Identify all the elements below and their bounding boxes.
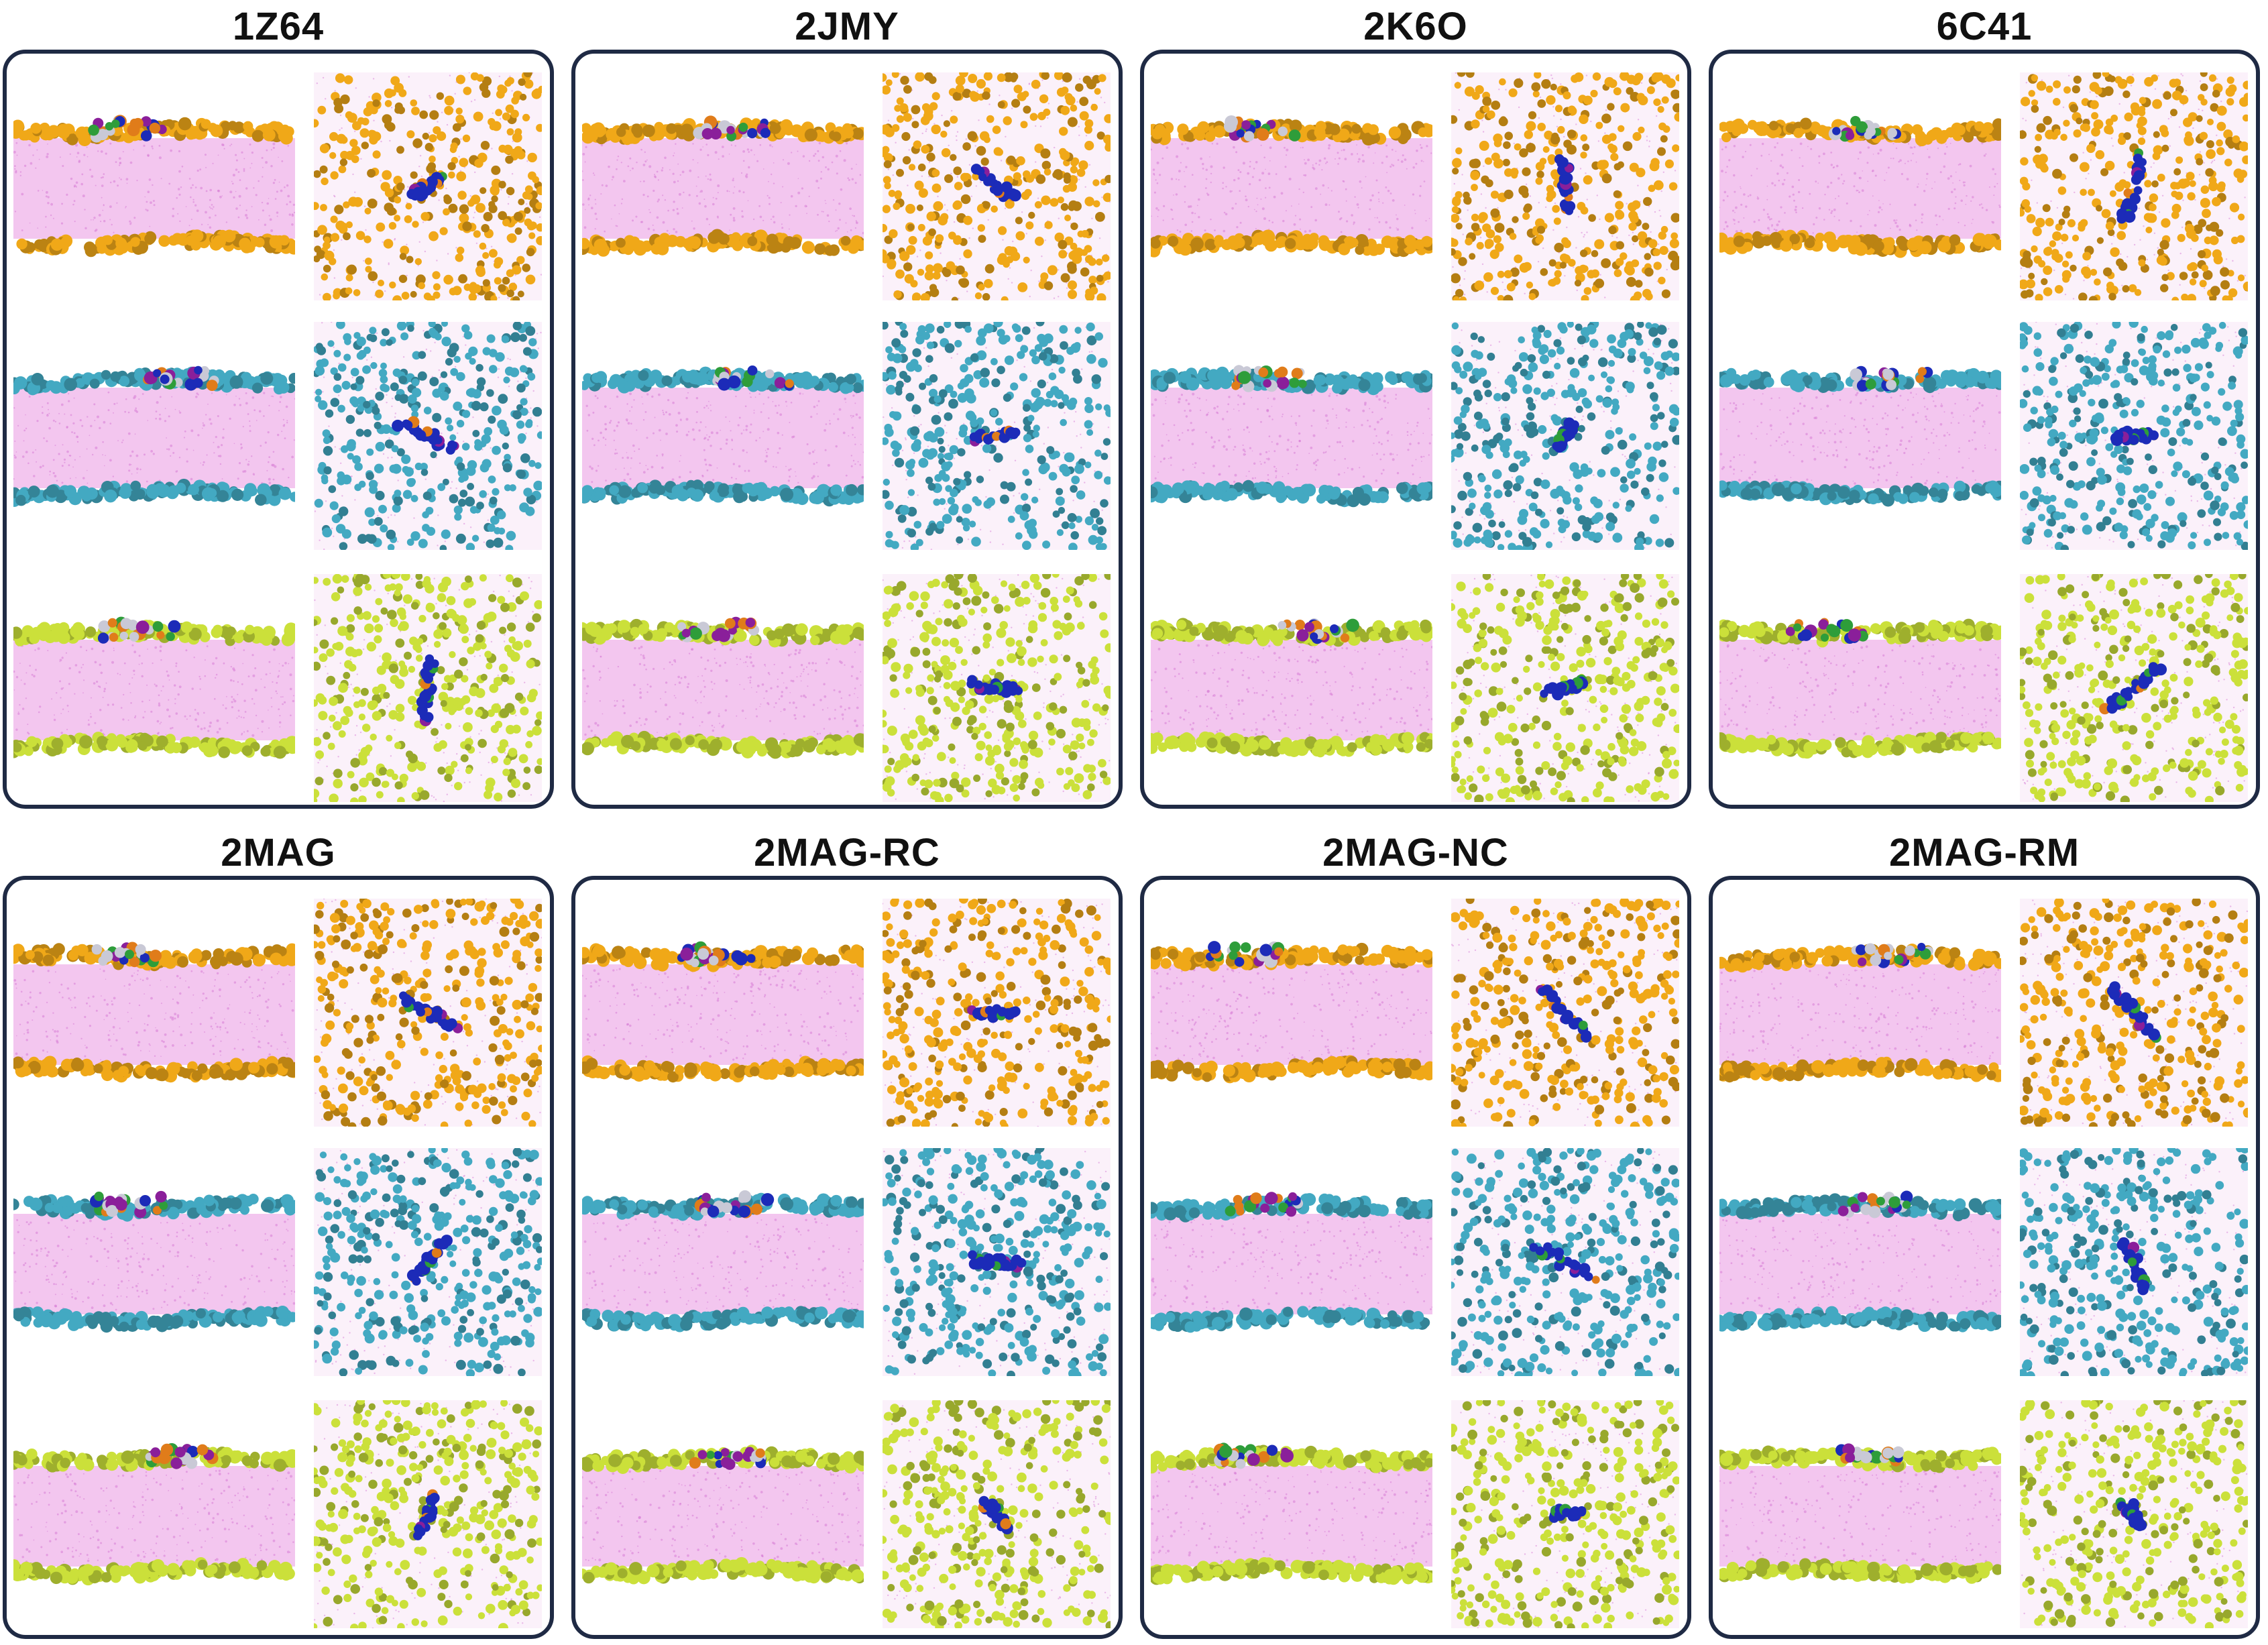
panel-2jmy xyxy=(571,50,1123,809)
top-view-orange-membrane xyxy=(2020,899,2248,1127)
side-view-lime-membrane xyxy=(13,616,295,759)
side-view-teal-membrane xyxy=(1719,365,2001,507)
top-view-teal-membrane xyxy=(314,1148,542,1376)
panel-title-2mag-rm: 2MAG-RM xyxy=(1709,832,2260,874)
panel-title-1z64: 1Z64 xyxy=(3,5,554,48)
panel-2k6o xyxy=(1140,50,1691,809)
panel-title-2jmy: 2JMY xyxy=(571,5,1123,48)
panel-2mag xyxy=(3,876,554,1639)
panel-2mag-nc xyxy=(1140,876,1691,1639)
side-view-orange-membrane xyxy=(582,115,864,257)
top-view-teal-membrane xyxy=(1451,1148,1679,1376)
top-view-teal-membrane xyxy=(883,322,1111,550)
side-view-lime-membrane xyxy=(13,1443,295,1586)
side-view-lime-membrane xyxy=(1719,618,2001,759)
top-view-teal-membrane xyxy=(314,322,542,550)
side-view-teal-membrane xyxy=(582,365,864,507)
side-view-orange-membrane xyxy=(13,115,295,258)
top-view-orange-membrane xyxy=(314,72,542,300)
top-view-lime-membrane xyxy=(314,1400,542,1628)
side-view-orange-membrane xyxy=(1719,115,2001,258)
top-view-lime-membrane xyxy=(2020,1400,2248,1628)
panel-2mag-rm xyxy=(1709,876,2260,1639)
top-view-teal-membrane xyxy=(1451,322,1679,550)
top-view-lime-membrane xyxy=(314,574,542,802)
top-view-lime-membrane xyxy=(883,1400,1111,1628)
panel-title-2k6o: 2K6O xyxy=(1140,5,1691,48)
top-view-lime-membrane xyxy=(1451,1400,1679,1628)
top-view-orange-membrane xyxy=(314,899,542,1127)
side-view-teal-membrane xyxy=(582,1190,864,1332)
panel-title-6c41: 6C41 xyxy=(1709,5,2260,48)
side-view-teal-membrane xyxy=(13,365,295,507)
side-view-lime-membrane xyxy=(1151,1442,1432,1585)
side-view-lime-membrane xyxy=(1151,618,1432,758)
panel-title-2mag-nc: 2MAG-NC xyxy=(1140,832,1691,874)
top-view-orange-membrane xyxy=(1451,72,1679,300)
side-view-teal-membrane xyxy=(1151,365,1432,508)
side-view-orange-membrane xyxy=(582,941,864,1083)
top-view-orange-membrane xyxy=(1451,899,1679,1127)
top-view-lime-membrane xyxy=(2020,574,2248,802)
panel-title-2mag: 2MAG xyxy=(3,832,554,874)
side-view-orange-membrane xyxy=(1719,942,2001,1083)
top-view-lime-membrane xyxy=(1451,574,1679,802)
top-view-lime-membrane xyxy=(883,574,1111,802)
top-view-teal-membrane xyxy=(2020,1148,2248,1376)
top-view-orange-membrane xyxy=(2020,72,2248,300)
panel-1z64 xyxy=(3,50,554,809)
side-view-teal-membrane xyxy=(1719,1190,2001,1332)
side-view-orange-membrane xyxy=(1151,115,1432,258)
panel-6c41 xyxy=(1709,50,2260,809)
panel-2mag-rc xyxy=(571,876,1123,1639)
side-view-teal-membrane xyxy=(13,1190,295,1333)
top-view-orange-membrane xyxy=(883,899,1111,1127)
side-view-orange-membrane xyxy=(13,942,295,1083)
side-view-lime-membrane xyxy=(582,1444,864,1585)
side-view-teal-membrane xyxy=(1151,1192,1432,1333)
side-view-lime-membrane xyxy=(1719,1443,2001,1584)
top-view-orange-membrane xyxy=(883,72,1111,300)
panel-title-2mag-rc: 2MAG-RC xyxy=(571,832,1123,874)
top-view-teal-membrane xyxy=(2020,322,2248,550)
side-view-lime-membrane xyxy=(582,616,864,759)
side-view-orange-membrane xyxy=(1151,941,1432,1084)
top-view-teal-membrane xyxy=(883,1148,1111,1376)
